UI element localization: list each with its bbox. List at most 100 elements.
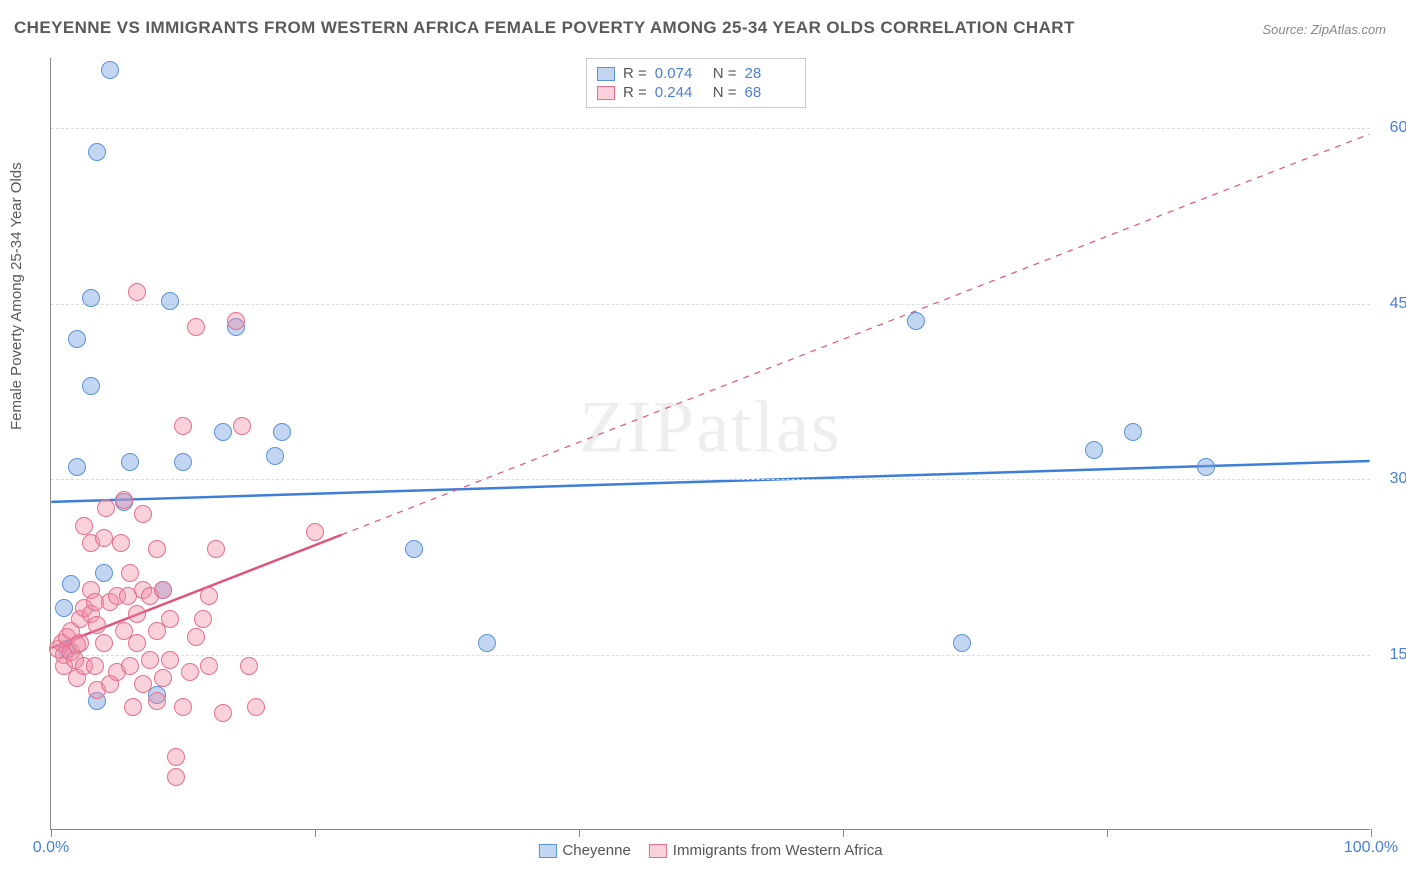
scatter-point xyxy=(97,499,115,517)
legend-swatch xyxy=(538,844,556,858)
scatter-point xyxy=(174,698,192,716)
scatter-point xyxy=(161,292,179,310)
legend-n-label: N = xyxy=(713,84,737,101)
scatter-point xyxy=(174,453,192,471)
source-label: Source: ZipAtlas.com xyxy=(1262,22,1386,37)
scatter-point xyxy=(161,610,179,628)
legend-correlation: R = 0.074 N = 28R = 0.244 N = 68 xyxy=(586,58,806,108)
scatter-point xyxy=(112,534,130,552)
legend-swatch xyxy=(649,844,667,858)
scatter-point xyxy=(181,663,199,681)
x-tick xyxy=(1371,829,1372,837)
scatter-point xyxy=(306,523,324,541)
legend-n-value: 68 xyxy=(745,84,795,101)
scatter-point xyxy=(1197,458,1215,476)
scatter-point xyxy=(194,610,212,628)
scatter-point xyxy=(227,312,245,330)
scatter-point xyxy=(187,628,205,646)
scatter-point xyxy=(214,704,232,722)
scatter-point xyxy=(148,692,166,710)
legend-r-value: 0.244 xyxy=(655,84,705,101)
scatter-point xyxy=(68,330,86,348)
scatter-point xyxy=(148,540,166,558)
gridline-horizontal xyxy=(51,655,1370,656)
legend-row: R = 0.074 N = 28 xyxy=(597,65,795,82)
scatter-point xyxy=(75,517,93,535)
scatter-point xyxy=(121,657,139,675)
scatter-point xyxy=(101,61,119,79)
scatter-point xyxy=(247,698,265,716)
y-tick-label: 45.0% xyxy=(1390,295,1406,313)
scatter-point xyxy=(154,669,172,687)
legend-row: R =0.244N =68 xyxy=(597,84,795,101)
x-tick xyxy=(843,829,844,837)
scatter-point xyxy=(88,143,106,161)
scatter-point xyxy=(128,634,146,652)
y-tick-label: 30.0% xyxy=(1390,470,1406,488)
scatter-point xyxy=(88,616,106,634)
scatter-point xyxy=(95,564,113,582)
scatter-point xyxy=(68,458,86,476)
legend-label: Immigrants from Western Africa xyxy=(673,842,883,859)
y-tick-label: 15.0% xyxy=(1390,646,1406,664)
scatter-point xyxy=(55,599,73,617)
x-tick-label: 0.0% xyxy=(33,839,69,857)
legend-item: Immigrants from Western Africa xyxy=(649,842,883,859)
scatter-point xyxy=(907,312,925,330)
scatter-point xyxy=(187,318,205,336)
scatter-point xyxy=(1124,423,1142,441)
legend-r-value: 0.074 xyxy=(655,65,705,82)
gridline-horizontal xyxy=(51,304,1370,305)
scatter-point xyxy=(115,491,133,509)
plot-area: ZIPatlas R =0.074N =28R =0.244N =68 Chey… xyxy=(50,58,1370,830)
y-axis-label: Female Poverty Among 25-34 Year Olds xyxy=(8,162,25,430)
scatter-point xyxy=(167,768,185,786)
x-tick xyxy=(315,829,316,837)
scatter-point xyxy=(128,283,146,301)
x-tick-label: 100.0% xyxy=(1344,839,1398,857)
scatter-point xyxy=(124,698,142,716)
y-tick-label: 60.0% xyxy=(1390,119,1406,137)
scatter-point xyxy=(121,453,139,471)
scatter-point xyxy=(214,423,232,441)
trend-line-solid xyxy=(51,461,1369,502)
scatter-point xyxy=(71,634,89,652)
scatter-point xyxy=(233,417,251,435)
gridline-horizontal xyxy=(51,128,1370,129)
scatter-point xyxy=(141,651,159,669)
scatter-point xyxy=(95,529,113,547)
scatter-point xyxy=(200,587,218,605)
trend-line-dashed xyxy=(341,134,1369,535)
x-tick xyxy=(579,829,580,837)
scatter-point xyxy=(121,564,139,582)
scatter-point xyxy=(86,657,104,675)
scatter-point xyxy=(134,505,152,523)
scatter-point xyxy=(405,540,423,558)
x-tick xyxy=(1107,829,1108,837)
scatter-point xyxy=(200,657,218,675)
legend-item: Cheyenne xyxy=(538,842,630,859)
legend-n-label: N = xyxy=(713,65,737,82)
chart-title: CHEYENNE VS IMMIGRANTS FROM WESTERN AFRI… xyxy=(14,18,1075,38)
scatter-point xyxy=(266,447,284,465)
legend-series: Cheyenne Immigrants from Western Africa xyxy=(538,842,882,859)
scatter-point xyxy=(134,675,152,693)
scatter-point xyxy=(82,377,100,395)
legend-swatch xyxy=(597,86,615,100)
scatter-point xyxy=(82,289,100,307)
watermark: ZIPatlas xyxy=(579,386,842,471)
scatter-point xyxy=(95,634,113,652)
scatter-point xyxy=(174,417,192,435)
gridline-horizontal xyxy=(51,479,1370,480)
scatter-point xyxy=(128,605,146,623)
scatter-point xyxy=(478,634,496,652)
chart-container: CHEYENNE VS IMMIGRANTS FROM WESTERN AFRI… xyxy=(0,0,1406,892)
scatter-point xyxy=(1085,441,1103,459)
legend-r-label: R = xyxy=(623,65,647,82)
scatter-point xyxy=(240,657,258,675)
scatter-point xyxy=(953,634,971,652)
scatter-point xyxy=(62,575,80,593)
legend-swatch xyxy=(597,67,615,81)
scatter-point xyxy=(154,581,172,599)
legend-n-value: 28 xyxy=(745,65,795,82)
